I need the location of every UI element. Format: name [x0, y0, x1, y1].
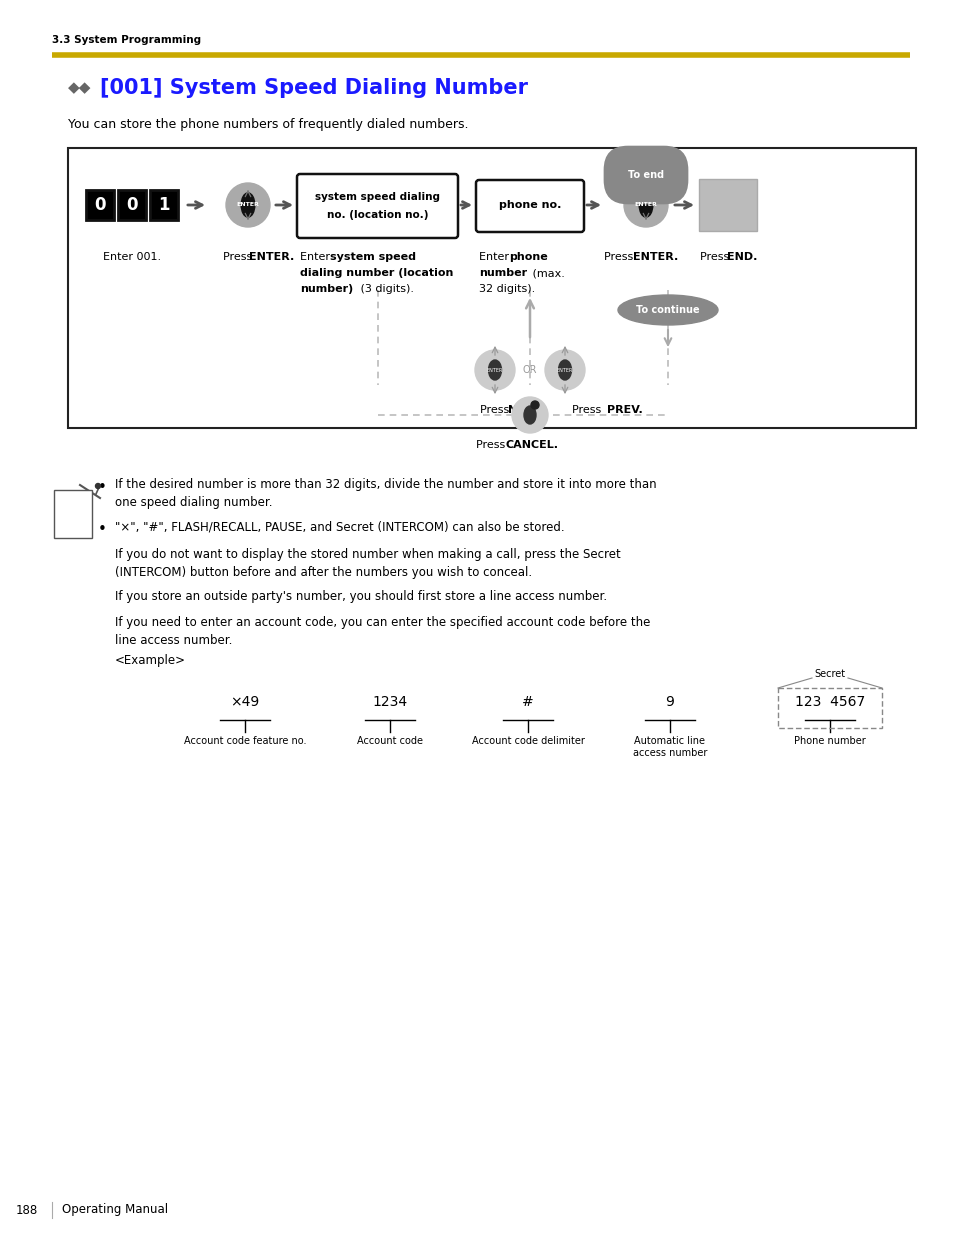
- Ellipse shape: [523, 406, 536, 424]
- Text: Account code delimiter: Account code delimiter: [471, 736, 584, 746]
- Ellipse shape: [241, 193, 254, 217]
- Text: To continue: To continue: [636, 305, 700, 315]
- Text: 32 digits).: 32 digits).: [478, 284, 535, 294]
- FancyBboxPatch shape: [296, 174, 457, 238]
- Text: To end: To end: [627, 170, 663, 180]
- Text: Secret: Secret: [814, 669, 844, 679]
- Text: ENTER: ENTER: [634, 203, 657, 207]
- Text: ENTER: ENTER: [557, 368, 573, 373]
- Circle shape: [512, 396, 547, 433]
- Ellipse shape: [558, 359, 571, 380]
- Text: (INTERCOM) button before and after the numbers you wish to conceal.: (INTERCOM) button before and after the n…: [115, 566, 532, 579]
- Text: system speed: system speed: [330, 252, 416, 262]
- Text: If the desired number is more than 32 digits, divide the number and store it int: If the desired number is more than 32 di…: [115, 478, 656, 492]
- Text: ENTER: ENTER: [486, 368, 502, 373]
- Text: END.: END.: [726, 252, 757, 262]
- Text: 3.3 System Programming: 3.3 System Programming: [52, 35, 201, 44]
- Text: number: number: [478, 268, 527, 278]
- Text: Press: Press: [564, 405, 604, 415]
- Text: Press: Press: [603, 252, 636, 262]
- Text: ◆◆: ◆◆: [68, 80, 91, 95]
- Text: (3 digits).: (3 digits).: [356, 284, 414, 294]
- Text: •: •: [98, 480, 107, 495]
- Ellipse shape: [488, 359, 501, 380]
- Text: <Example>: <Example>: [115, 655, 186, 667]
- Circle shape: [226, 183, 270, 227]
- Text: You can store the phone numbers of frequently dialed numbers.: You can store the phone numbers of frequ…: [68, 119, 468, 131]
- Text: #: #: [521, 695, 534, 709]
- Text: If you store an outside party's number, you should first store a line access num: If you store an outside party's number, …: [115, 590, 606, 603]
- Text: Automatic line
access number: Automatic line access number: [632, 736, 706, 757]
- Text: 188: 188: [16, 1203, 38, 1216]
- Text: system speed dialing: system speed dialing: [314, 191, 439, 203]
- Text: dialing number (location: dialing number (location: [299, 268, 453, 278]
- Text: "×", "#", FLASH/RECALL, PAUSE, and Secret (INTERCOM) can also be stored.: "×", "#", FLASH/RECALL, PAUSE, and Secre…: [115, 520, 564, 534]
- Text: line access number.: line access number.: [115, 634, 233, 647]
- Text: [001] System Speed Dialing Number: [001] System Speed Dialing Number: [100, 78, 527, 98]
- Text: Account code: Account code: [356, 736, 422, 746]
- Circle shape: [623, 183, 667, 227]
- Text: OR: OR: [522, 366, 537, 375]
- Text: Press: Press: [476, 440, 508, 450]
- Text: 123  4567: 123 4567: [794, 695, 864, 709]
- Text: number): number): [299, 284, 353, 294]
- Text: 1: 1: [158, 196, 170, 214]
- Text: CANCEL.: CANCEL.: [505, 440, 558, 450]
- FancyBboxPatch shape: [54, 490, 91, 538]
- Text: If you do not want to display the stored number when making a call, press the Se: If you do not want to display the stored…: [115, 548, 620, 561]
- Ellipse shape: [639, 193, 652, 217]
- Circle shape: [544, 350, 584, 390]
- FancyBboxPatch shape: [86, 190, 113, 220]
- Text: Press: Press: [700, 252, 732, 262]
- FancyBboxPatch shape: [476, 180, 583, 232]
- Circle shape: [95, 483, 100, 489]
- Text: Account code feature no.: Account code feature no.: [184, 736, 306, 746]
- Text: Enter: Enter: [299, 252, 334, 262]
- Circle shape: [475, 350, 515, 390]
- Text: ENTER.: ENTER.: [249, 252, 294, 262]
- Text: phone no.: phone no.: [498, 200, 560, 210]
- Bar: [68, 148, 915, 429]
- Text: ×49: ×49: [230, 695, 259, 709]
- Text: Press: Press: [223, 252, 255, 262]
- Text: 0: 0: [94, 196, 106, 214]
- Bar: [699, 179, 757, 231]
- Text: Phone number: Phone number: [793, 736, 865, 746]
- Text: ENTER: ENTER: [236, 203, 259, 207]
- Text: one speed dialing number.: one speed dialing number.: [115, 496, 273, 509]
- Circle shape: [531, 401, 538, 409]
- FancyBboxPatch shape: [118, 190, 146, 220]
- Text: phone: phone: [509, 252, 547, 262]
- Ellipse shape: [618, 295, 718, 325]
- Text: NEXT.: NEXT.: [507, 405, 543, 415]
- FancyBboxPatch shape: [150, 190, 178, 220]
- Text: (max.: (max.: [529, 268, 564, 278]
- Text: no. (location no.): no. (location no.): [327, 210, 428, 220]
- Text: 9: 9: [665, 695, 674, 709]
- Text: Press: Press: [479, 405, 512, 415]
- Text: PREV.: PREV.: [606, 405, 642, 415]
- Text: •: •: [98, 522, 107, 537]
- Text: ENTER.: ENTER.: [633, 252, 678, 262]
- Text: Enter: Enter: [478, 252, 512, 262]
- Text: 1234: 1234: [372, 695, 407, 709]
- Text: Enter 001.: Enter 001.: [103, 252, 161, 262]
- Text: 0: 0: [126, 196, 137, 214]
- Text: If you need to enter an account code, you can enter the specified account code b: If you need to enter an account code, yo…: [115, 616, 650, 629]
- Text: Operating Manual: Operating Manual: [62, 1203, 168, 1216]
